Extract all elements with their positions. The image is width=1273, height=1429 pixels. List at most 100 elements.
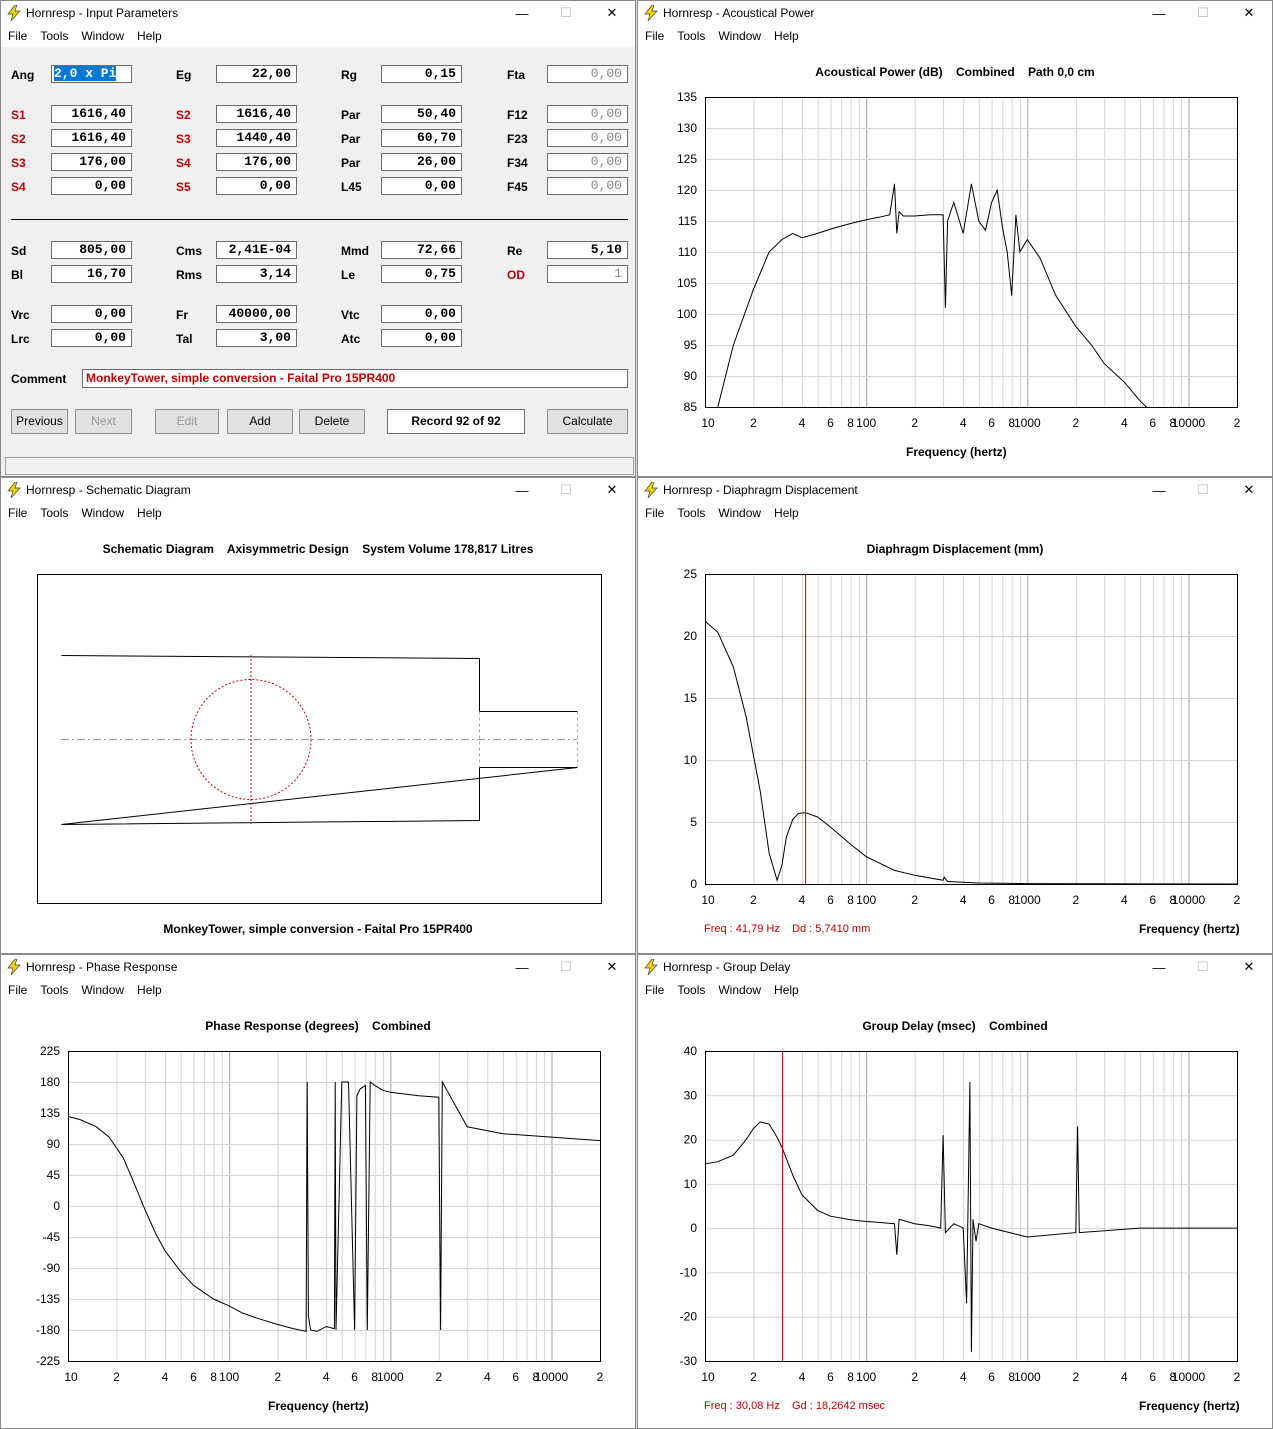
maximize-button[interactable]: ☐ <box>1197 482 1209 497</box>
param-field-row3-2[interactable]: 26,00 <box>381 153 462 171</box>
menu-file[interactable]: File <box>645 506 665 520</box>
calculate-button[interactable]: Calculate <box>547 409 628 434</box>
minimize-button[interactable]: — <box>515 5 529 21</box>
maximize-button[interactable]: ☐ <box>560 482 572 497</box>
previous-button[interactable]: Previous <box>11 409 68 434</box>
title-bar[interactable]: Hornresp - Diaphragm Displacement — ☐ ✕ <box>638 478 1272 502</box>
menu-file[interactable]: File <box>645 29 665 43</box>
param-field-row5-2[interactable]: 72,66 <box>381 241 462 259</box>
menu-tools[interactable]: Tools <box>677 506 706 520</box>
menu-help[interactable]: Help <box>137 506 162 520</box>
param-field-row4-2[interactable]: 0,00 <box>381 177 462 195</box>
param-field-row2-0[interactable]: 1616,40 <box>51 129 132 147</box>
param-field-row4-3[interactable]: 0,00 <box>547 177 628 195</box>
menu-help[interactable]: Help <box>774 29 799 43</box>
param-field-row1-3[interactable]: 0,00 <box>547 105 628 123</box>
menu-tools[interactable]: Tools <box>40 29 69 43</box>
param-field-row7-2[interactable]: 0,00 <box>381 305 462 323</box>
x-tick-label: 10 <box>701 1370 715 1384</box>
maximize-button[interactable]: ☐ <box>560 5 572 20</box>
maximize-button[interactable]: ☐ <box>1197 5 1209 20</box>
param-field-row4-0[interactable]: 0,00 <box>51 177 132 195</box>
menu-file[interactable]: File <box>645 983 665 997</box>
param-field-row1-0[interactable]: 1616,40 <box>51 105 132 123</box>
add-button[interactable]: Add <box>227 409 293 434</box>
param-field-row0-2[interactable]: 0,15 <box>381 65 462 83</box>
x-tick-label: 10000 <box>535 1370 569 1384</box>
close-button[interactable]: ✕ <box>1243 5 1255 20</box>
menu-window[interactable]: Window <box>81 506 125 520</box>
menu-help[interactable]: Help <box>137 983 162 997</box>
param-field-row6-3[interactable]: 1 <box>547 265 628 283</box>
menu-tools[interactable]: Tools <box>677 983 706 997</box>
maximize-button[interactable]: ☐ <box>1197 959 1209 974</box>
plot-background <box>705 574 1238 885</box>
next-button[interactable]: Next <box>75 409 132 434</box>
param-field-row5-0[interactable]: 805,00 <box>51 241 132 259</box>
param-field-row4-1[interactable]: 0,00 <box>216 177 297 195</box>
menu-help[interactable]: Help <box>774 983 799 997</box>
param-field-row8-0[interactable]: 0,00 <box>51 329 132 347</box>
menu-file[interactable]: File <box>8 983 28 997</box>
param-field-row2-3[interactable]: 0,00 <box>547 129 628 147</box>
param-field-row0-3[interactable]: 0,00 <box>547 65 628 83</box>
menu-tools[interactable]: Tools <box>40 983 69 997</box>
menu-help[interactable]: Help <box>137 29 162 43</box>
menu-window[interactable]: Window <box>81 983 125 997</box>
menu-file[interactable]: File <box>8 506 28 520</box>
x-axis-label: Frequency (hertz) <box>906 445 1007 459</box>
param-field-row5-1[interactable]: 2,41E-04 <box>216 241 297 259</box>
close-button[interactable]: ✕ <box>1243 482 1255 497</box>
param-field-row2-2[interactable]: 60,70 <box>381 129 462 147</box>
enclosure-outline <box>61 655 578 825</box>
title-bar[interactable]: Hornresp - Acoustical Power — ☐ ✕ <box>638 1 1272 25</box>
param-field-row3-0[interactable]: 176,00 <box>51 153 132 171</box>
param-field-row5-3[interactable]: 5,10 <box>547 241 628 259</box>
title-bar[interactable]: Hornresp - Schematic Diagram — ☐ ✕ <box>1 478 635 502</box>
param-field-row1-2[interactable]: 50,40 <box>381 105 462 123</box>
close-button[interactable]: ✕ <box>606 5 618 20</box>
close-button[interactable]: ✕ <box>606 482 618 497</box>
menu-tools[interactable]: Tools <box>40 506 69 520</box>
minimize-button[interactable]: — <box>1152 5 1166 21</box>
menu-window[interactable]: Window <box>718 506 762 520</box>
menu-file[interactable]: File <box>8 29 28 43</box>
param-field-row2-1[interactable]: 1440,40 <box>216 129 297 147</box>
close-button[interactable]: ✕ <box>606 959 618 974</box>
param-field-row6-1[interactable]: 3,14 <box>216 265 297 283</box>
param-field-row1-1[interactable]: 1616,40 <box>216 105 297 123</box>
y-tick-label: 0 <box>53 1199 60 1213</box>
param-field-row6-2[interactable]: 0,75 <box>381 265 462 283</box>
param-field-row7-1[interactable]: 40000,00 <box>216 305 297 323</box>
menu-window[interactable]: Window <box>718 29 762 43</box>
minimize-button[interactable]: — <box>1152 959 1166 975</box>
minimize-button[interactable]: — <box>515 482 529 498</box>
x-tick-label: 100 <box>856 893 876 907</box>
edit-button[interactable]: Edit <box>155 409 219 434</box>
close-button[interactable]: ✕ <box>1243 959 1255 974</box>
title-bar[interactable]: Hornresp - Group Delay — ☐ ✕ <box>638 955 1272 979</box>
y-tick-label: 85 <box>684 400 698 414</box>
title-bar[interactable]: Hornresp - Input Parameters — ☐ ✕ <box>1 1 635 25</box>
param-field-row3-1[interactable]: 176,00 <box>216 153 297 171</box>
param-field-row7-0[interactable]: 0,00 <box>51 305 132 323</box>
param-field-row6-0[interactable]: 16,70 <box>51 265 132 283</box>
maximize-button[interactable]: ☐ <box>560 959 572 974</box>
menu-window[interactable]: Window <box>81 29 125 43</box>
title-bar[interactable]: Hornresp - Phase Response — ☐ ✕ <box>1 955 635 979</box>
param-field-row8-2[interactable]: 0,00 <box>381 329 462 347</box>
param-field-row0-1[interactable]: 22,00 <box>216 65 297 83</box>
minimize-button[interactable]: — <box>515 959 529 975</box>
param-field-row3-3[interactable]: 0,00 <box>547 153 628 171</box>
param-field-row8-1[interactable]: 3,00 <box>216 329 297 347</box>
delete-button[interactable]: Delete <box>299 409 365 434</box>
param-field-row0-0[interactable]: 2,0 x Pi <box>51 65 132 83</box>
menu-window[interactable]: Window <box>718 983 762 997</box>
minimize-button[interactable]: — <box>1152 482 1166 498</box>
comment-field[interactable]: MonkeyTower, simple conversion - Faital … <box>82 369 628 388</box>
menu-tools[interactable]: Tools <box>677 29 706 43</box>
menu-help[interactable]: Help <box>774 506 799 520</box>
